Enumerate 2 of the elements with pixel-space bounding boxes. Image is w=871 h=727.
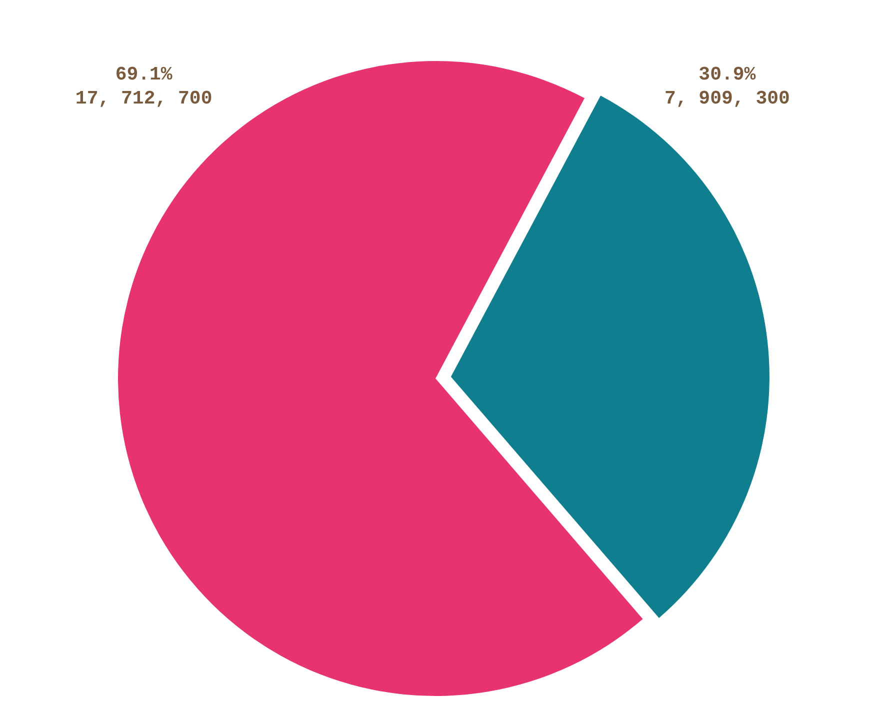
data-label: 30.9% 7, 909, 300 [664,64,790,110]
data-label: 69.1% 17, 712, 700 [75,64,212,110]
